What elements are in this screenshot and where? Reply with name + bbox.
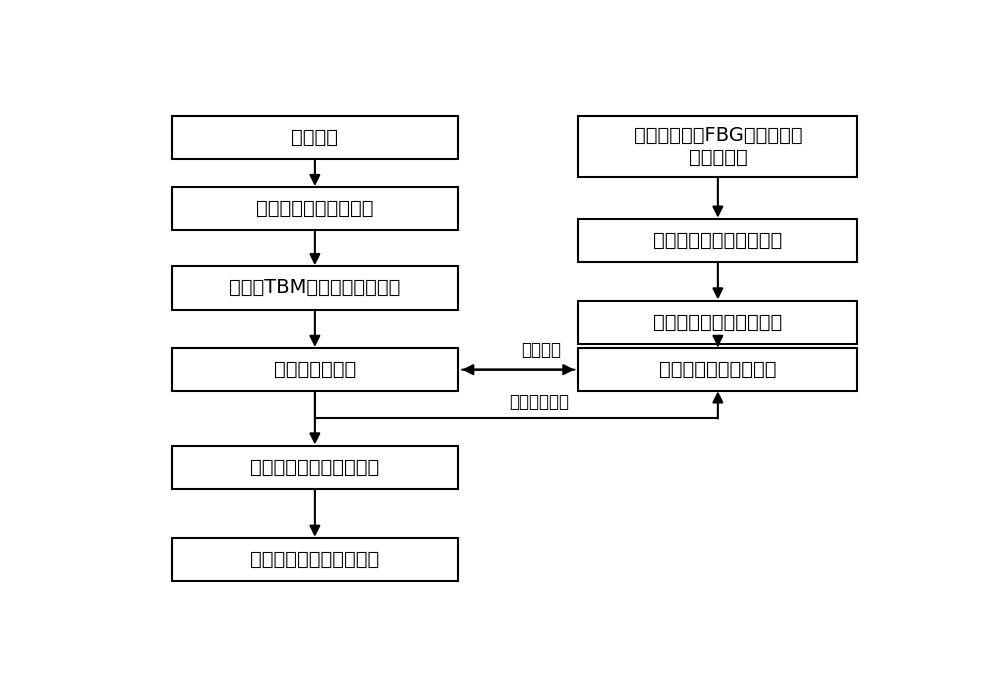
Text: 围岩变形计算值: 围岩变形计算值: [274, 360, 356, 379]
Text: 围岩收敛变形的超前预测: 围岩收敛变形的超前预测: [250, 550, 380, 569]
Text: 室内试验: 室内试验: [291, 128, 338, 147]
Text: 修正监测数据: 修正监测数据: [510, 393, 570, 410]
Text: 双护盾TBM施工过程仿真模型: 双护盾TBM施工过程仿真模型: [229, 278, 401, 297]
FancyBboxPatch shape: [578, 348, 857, 391]
Text: 围岩的蠕变本构模型参数: 围岩的蠕变本构模型参数: [250, 458, 380, 477]
Text: 多点现场变形监测数据: 多点现场变形监测数据: [659, 360, 777, 379]
Text: 超前孔的设计及钻孔操作: 超前孔的设计及钻孔操作: [653, 231, 782, 250]
FancyBboxPatch shape: [578, 219, 857, 262]
FancyBboxPatch shape: [172, 116, 458, 159]
FancyBboxPatch shape: [172, 446, 458, 489]
Text: 反演分析: 反演分析: [522, 340, 562, 359]
FancyBboxPatch shape: [172, 266, 458, 310]
FancyBboxPatch shape: [578, 301, 857, 344]
FancyBboxPatch shape: [172, 538, 458, 581]
FancyBboxPatch shape: [578, 116, 857, 177]
Text: 测量管的安装及注浆耦合: 测量管的安装及注浆耦合: [653, 312, 782, 332]
FancyBboxPatch shape: [172, 187, 458, 230]
FancyBboxPatch shape: [172, 348, 458, 391]
Text: 岩体初始物理力学参数: 岩体初始物理力学参数: [256, 199, 374, 219]
Text: 基于准分布式FBG传感原理的
测量管设计: 基于准分布式FBG传感原理的 测量管设计: [634, 126, 802, 167]
